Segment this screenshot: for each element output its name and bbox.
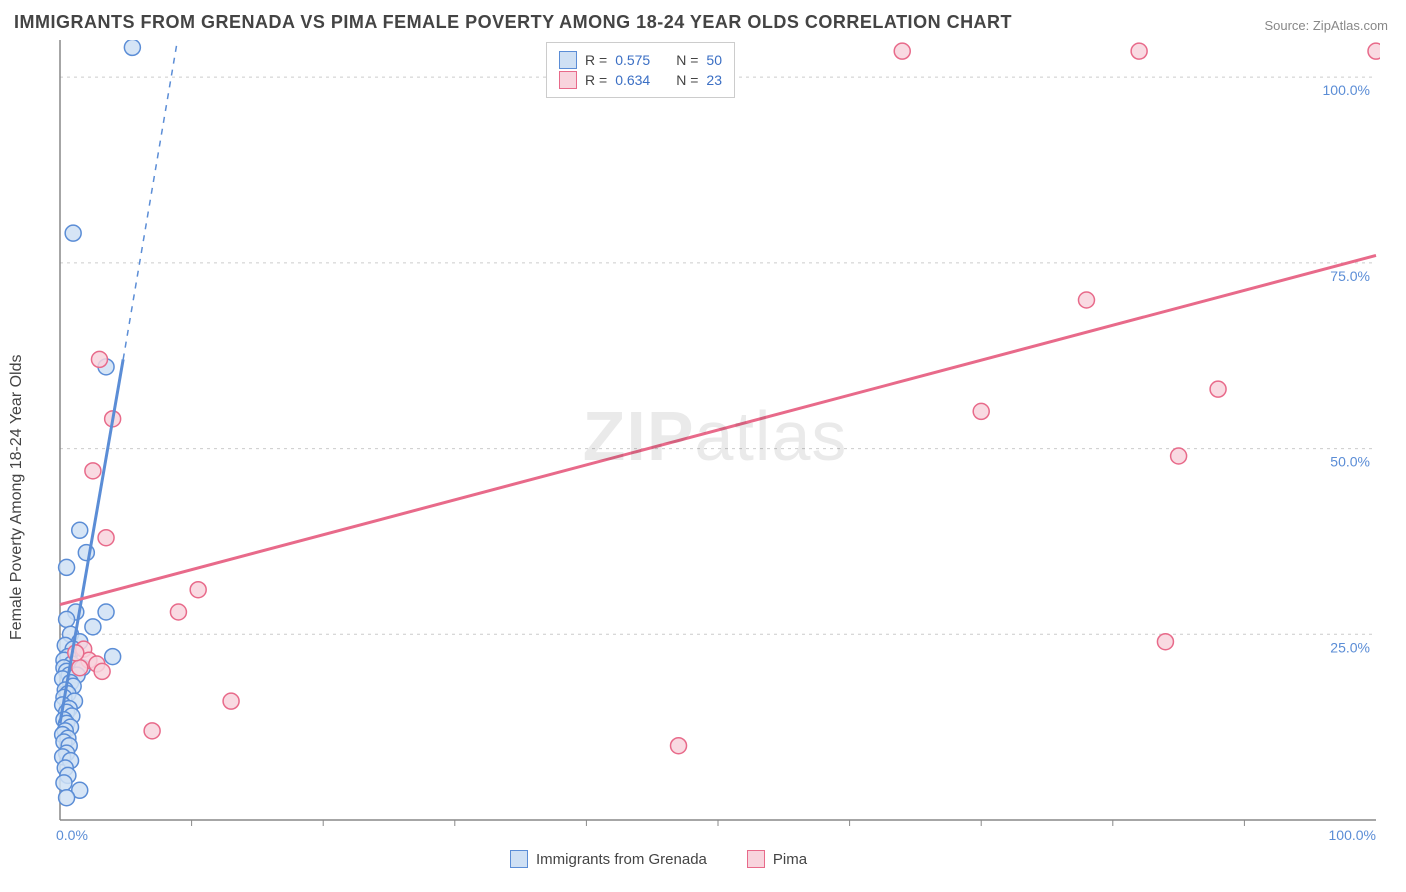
legend-n-value: 23 bbox=[706, 72, 722, 88]
legend-r-value: 0.634 bbox=[615, 72, 650, 88]
svg-text:50.0%: 50.0% bbox=[1330, 454, 1370, 470]
series-legend-label: Immigrants from Grenada bbox=[536, 851, 707, 868]
series-legend-label: Pima bbox=[773, 851, 807, 868]
legend-n-value: 50 bbox=[706, 52, 722, 68]
series-legend: Immigrants from Grenada Pima bbox=[510, 850, 807, 868]
legend-r-label: R = bbox=[585, 52, 607, 68]
svg-text:0.0%: 0.0% bbox=[56, 827, 88, 840]
chart-area: 25.0%50.0%75.0%100.0%0.0%100.0% ZIPatlas bbox=[50, 40, 1380, 840]
source-label: Source: ZipAtlas.com bbox=[1264, 18, 1388, 33]
legend-row: R = 0.634 N = 23 bbox=[559, 71, 722, 89]
series-legend-item: Pima bbox=[747, 850, 807, 868]
legend-swatch bbox=[510, 850, 528, 868]
svg-text:100.0%: 100.0% bbox=[1329, 827, 1376, 840]
correlation-legend: R = 0.575 N = 50 R = 0.634 N = 23 bbox=[546, 42, 735, 98]
svg-text:100.0%: 100.0% bbox=[1323, 82, 1370, 98]
chart-title: IMMIGRANTS FROM GRENADA VS PIMA FEMALE P… bbox=[14, 12, 1012, 33]
legend-n-label: N = bbox=[676, 52, 698, 68]
legend-r-label: R = bbox=[585, 72, 607, 88]
legend-n-label: N = bbox=[676, 72, 698, 88]
legend-swatch bbox=[559, 71, 577, 89]
legend-swatch bbox=[747, 850, 765, 868]
y-axis-label: Female Poverty Among 18-24 Year Olds bbox=[8, 355, 26, 641]
svg-text:25.0%: 25.0% bbox=[1330, 639, 1370, 655]
legend-r-value: 0.575 bbox=[615, 52, 650, 68]
scatter-chart: 25.0% 50.0% 75.0% 100.0% 0.0% 100.0% bbox=[50, 40, 1380, 840]
legend-row: R = 0.575 N = 50 bbox=[559, 51, 722, 69]
svg-text:75.0%: 75.0% bbox=[1330, 268, 1370, 284]
legend-swatch bbox=[559, 51, 577, 69]
series-legend-item: Immigrants from Grenada bbox=[510, 850, 707, 868]
